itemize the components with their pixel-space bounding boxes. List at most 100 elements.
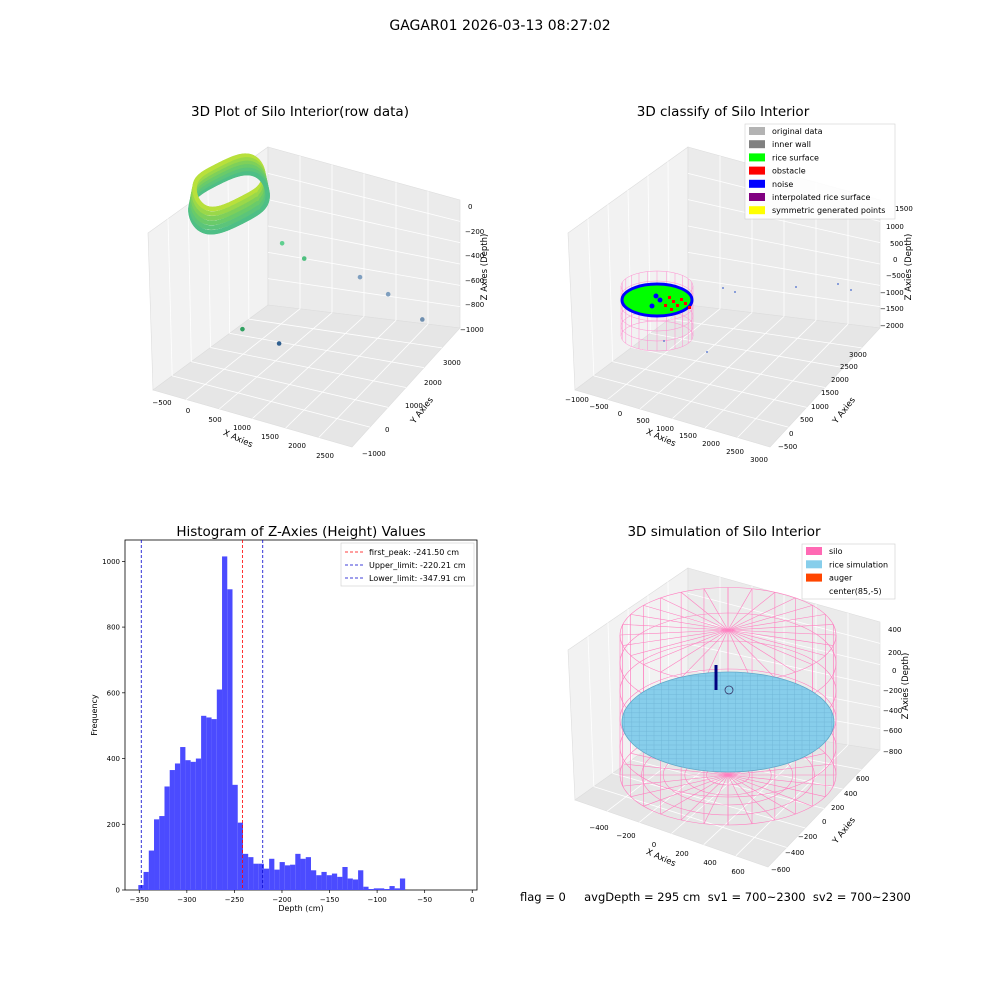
noise-point xyxy=(734,291,736,293)
x-tick-label: 2500 xyxy=(726,448,744,456)
histogram-bar xyxy=(342,866,348,890)
x-tick-label: 3000 xyxy=(750,456,768,464)
histogram-bar xyxy=(258,863,264,890)
raw-3d-z-ticks: 0 −200 −400 −600 −800 −1000 xyxy=(460,203,484,334)
outlier-point xyxy=(420,317,425,322)
legend-label: Upper_limit: -220.21 cm xyxy=(369,561,466,570)
histogram-bar xyxy=(253,863,259,890)
legend-label: noise xyxy=(772,180,793,189)
obstacle-point xyxy=(672,300,675,303)
auger-marker xyxy=(714,665,734,695)
y-tick-label: 1000 xyxy=(811,403,829,411)
histogram-bar xyxy=(248,857,254,890)
raw-point xyxy=(256,209,262,215)
histogram-bar xyxy=(310,870,317,890)
x-tick-label: 1000 xyxy=(656,425,674,433)
legend-label: original data xyxy=(772,127,823,136)
legend-swatch xyxy=(749,193,765,201)
x-tick-label: 0 xyxy=(470,896,474,904)
classify-3d-z-ticks: 1500 1000 500 0 −500 −1000 −1500 −2000 xyxy=(880,205,913,330)
silo-roof-rib xyxy=(622,624,729,631)
x-tick-label: 1500 xyxy=(261,433,279,441)
legend-label: first_peak: -241.50 cm xyxy=(369,548,459,557)
x-tick-label: −300 xyxy=(177,896,196,904)
y-tick-label: −600 xyxy=(771,866,790,874)
noise-point xyxy=(663,340,665,342)
classify-3d-x-ticks: −1000 −500 0 500 1000 1500 2000 2500 300… xyxy=(565,396,768,464)
silo-roof-rib xyxy=(727,629,776,679)
y-tick-label: 2500 xyxy=(840,363,858,371)
panel-simulation-3d: 3D simulation of Silo Interior silo rice … xyxy=(567,524,911,876)
x-tick-label: 400 xyxy=(703,859,716,867)
histogram-y-label: Frequency xyxy=(90,694,99,736)
x-tick-label: −100 xyxy=(367,896,386,904)
silo-roof-rib xyxy=(727,588,753,631)
legend-swatch xyxy=(749,166,765,175)
z-tick-label: 0 xyxy=(893,256,897,264)
noise-point xyxy=(850,289,852,291)
obstacle-point xyxy=(680,298,683,301)
grid-line xyxy=(227,175,231,334)
obstacle-point xyxy=(664,304,667,307)
histogram-bar xyxy=(379,888,385,890)
silo-roof-rib xyxy=(727,629,813,665)
classify-3d-title: 3D classify of Silo Interior xyxy=(637,104,810,120)
x-tick-label: 2000 xyxy=(702,440,720,448)
obstacle-point xyxy=(684,302,687,305)
histogram-bar xyxy=(394,888,400,890)
y-tick-label: 400 xyxy=(844,790,857,798)
z-tick-label: 1500 xyxy=(895,205,913,213)
x-tick-label: −500 xyxy=(152,399,171,407)
silo-floor-rib xyxy=(622,763,729,776)
z-tick-label: −400 xyxy=(465,252,484,260)
outlier-point xyxy=(240,326,245,332)
x-tick-label: −350 xyxy=(130,896,149,904)
silo-floor-rib xyxy=(727,774,834,787)
outlier-point xyxy=(279,240,285,246)
silo-floor-rib xyxy=(703,774,729,824)
x-tick-label: −1000 xyxy=(565,396,589,404)
z-tick-label: −600 xyxy=(465,277,484,285)
z-tick-label: −1000 xyxy=(880,289,904,297)
simulation-3d-title: 3D simulation of Silo Interior xyxy=(627,524,821,540)
y-tick-label: −400 xyxy=(785,849,804,857)
histogram-bar xyxy=(399,878,406,890)
legend-swatch xyxy=(749,140,765,149)
rice-simulation-surface xyxy=(621,671,835,773)
histogram-bar xyxy=(274,869,280,890)
histogram-bar xyxy=(347,878,353,890)
histogram-bar xyxy=(206,717,212,890)
raw-point xyxy=(255,201,260,206)
silo-floor-rib xyxy=(727,774,826,797)
raw-point xyxy=(253,188,258,193)
y-tick-label: 2000 xyxy=(831,376,849,384)
z-tick-label: 200 xyxy=(888,649,901,657)
outlier-point xyxy=(301,256,307,261)
y-tick-label: 600 xyxy=(107,689,120,697)
y-tick-label: 1000 xyxy=(405,402,423,410)
legend-swatch xyxy=(806,573,822,582)
simulation-3d-y-label: Y Axies xyxy=(830,815,858,847)
silo-roof-rib xyxy=(727,605,813,631)
obstacle-point xyxy=(676,304,679,307)
outlier-point xyxy=(385,291,391,297)
silo-roof-rib xyxy=(643,629,729,665)
x-tick-label: 2500 xyxy=(316,452,334,460)
simulation-3d-z-label: Z Axies (Depth) xyxy=(901,653,911,720)
histogram-bar xyxy=(300,858,306,890)
histogram-bar xyxy=(279,862,285,890)
histogram-bar xyxy=(227,589,233,890)
raw-3d-y-label: Y Axies xyxy=(408,395,436,427)
grid-line xyxy=(687,278,881,308)
z-tick-label: 400 xyxy=(888,626,901,634)
z-tick-label: −800 xyxy=(883,748,902,756)
histogram-bar xyxy=(242,853,249,890)
silo-floor-rib xyxy=(630,774,729,797)
x-tick-label: 600 xyxy=(731,868,744,876)
noise-point xyxy=(657,297,663,303)
histogram-bar xyxy=(316,875,322,890)
legend-swatch xyxy=(749,179,765,188)
z-tick-label: 500 xyxy=(890,240,903,248)
y-tick-label: 0 xyxy=(116,887,120,895)
rice-surface-points xyxy=(620,282,694,318)
